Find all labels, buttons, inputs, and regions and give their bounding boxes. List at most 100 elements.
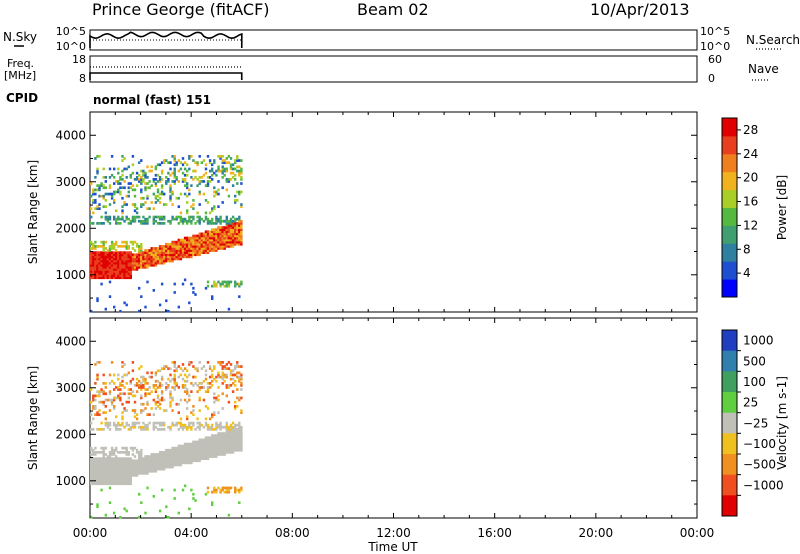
velocity-cell bbox=[204, 436, 208, 440]
velocity-cell bbox=[169, 457, 172, 460]
power-cell bbox=[144, 219, 147, 223]
velocity-colorbar-segment bbox=[722, 454, 737, 476]
power-cell bbox=[163, 255, 166, 259]
velocity-cell bbox=[104, 392, 107, 396]
power-cell bbox=[94, 257, 97, 261]
power-cell bbox=[129, 219, 132, 223]
velocity-cell bbox=[181, 369, 185, 373]
velocity-cell bbox=[144, 379, 147, 383]
power-cell bbox=[206, 180, 210, 183]
velocity-cell bbox=[223, 379, 226, 383]
velocity-cell bbox=[183, 398, 187, 402]
power-cell bbox=[142, 178, 145, 181]
velocity-cell bbox=[208, 367, 212, 370]
velocity-cell bbox=[211, 379, 214, 383]
velocity-cell bbox=[102, 476, 105, 479]
velocity-cell bbox=[142, 472, 145, 475]
velocity-cell bbox=[113, 421, 116, 425]
power-cell bbox=[106, 259, 110, 263]
power-cell bbox=[236, 236, 239, 240]
power-cell bbox=[194, 236, 197, 240]
power-cell bbox=[208, 240, 212, 244]
power-cell bbox=[225, 242, 228, 246]
velocity-cell bbox=[223, 446, 226, 450]
power-cell bbox=[190, 219, 193, 223]
power-cell bbox=[144, 249, 147, 252]
power-cell bbox=[169, 249, 172, 252]
velocity-cell bbox=[131, 369, 135, 373]
velocity-cell bbox=[154, 400, 158, 404]
velocity-cell bbox=[108, 501, 112, 504]
power-cell bbox=[100, 268, 103, 271]
power-cell bbox=[186, 240, 189, 244]
velocity-cell bbox=[92, 469, 95, 473]
power-cell bbox=[121, 274, 124, 277]
velocity-cell bbox=[92, 407, 95, 410]
velocity-cell bbox=[202, 442, 206, 446]
velocity-cell bbox=[140, 501, 143, 504]
velocity-cell bbox=[138, 459, 141, 463]
power-cell bbox=[152, 192, 155, 196]
power-cell bbox=[179, 161, 183, 164]
power-cell bbox=[113, 192, 116, 196]
velocity-cell bbox=[119, 398, 122, 402]
velocity-cell bbox=[167, 465, 170, 469]
velocity-cell bbox=[96, 361, 99, 364]
power-cell bbox=[188, 192, 191, 196]
power-cell bbox=[167, 161, 170, 164]
velocity-cell bbox=[104, 417, 107, 421]
power-cell bbox=[129, 270, 132, 273]
velocity-cell bbox=[102, 469, 105, 473]
velocity-cell bbox=[146, 472, 149, 475]
velocity-cell bbox=[133, 425, 137, 429]
velocity-cell bbox=[238, 434, 241, 437]
power-cell bbox=[229, 171, 233, 175]
power-cell bbox=[165, 299, 168, 303]
power-cell bbox=[190, 242, 193, 246]
power-cell bbox=[123, 180, 126, 183]
power-cell bbox=[152, 249, 155, 252]
velocity-cell bbox=[177, 455, 180, 458]
velocity-cell bbox=[188, 461, 191, 465]
velocity-cell bbox=[204, 377, 208, 381]
power-cell bbox=[158, 261, 162, 265]
power-cell bbox=[215, 242, 218, 246]
velocity-cell bbox=[206, 386, 210, 389]
velocity-cell bbox=[131, 465, 135, 469]
velocity-cell bbox=[121, 465, 124, 469]
power-cell bbox=[108, 263, 112, 267]
power-cell bbox=[229, 167, 233, 171]
power-cell bbox=[192, 238, 195, 242]
velocity-cell bbox=[108, 486, 112, 490]
power-cell bbox=[100, 184, 103, 187]
velocity-cell bbox=[231, 432, 235, 435]
velocity-cell bbox=[208, 453, 212, 456]
velocity-cell bbox=[188, 451, 191, 454]
power-cell bbox=[177, 253, 180, 257]
power-cell bbox=[127, 165, 130, 169]
velocity-cell bbox=[223, 436, 226, 440]
power-cell bbox=[183, 255, 187, 259]
power-cell bbox=[117, 255, 120, 259]
power-cell bbox=[150, 251, 153, 254]
power-cell bbox=[192, 247, 195, 250]
velocity-cell bbox=[119, 463, 122, 467]
velocity-cell bbox=[140, 365, 143, 368]
velocity-cell bbox=[113, 472, 116, 475]
velocity-cell bbox=[123, 409, 126, 412]
velocity-cell bbox=[102, 465, 105, 469]
power-cell bbox=[211, 295, 214, 298]
power-cell bbox=[133, 194, 137, 198]
power-cell bbox=[229, 222, 233, 225]
velocity-cell bbox=[171, 409, 174, 412]
power-cell bbox=[119, 192, 122, 196]
power-cell bbox=[127, 253, 130, 257]
power-cell bbox=[223, 236, 226, 240]
power-cell bbox=[238, 217, 241, 221]
velocity-cell bbox=[106, 461, 110, 465]
power-cell bbox=[102, 253, 105, 257]
velocity-cell bbox=[231, 425, 235, 429]
power-cell bbox=[163, 161, 166, 164]
power-cell bbox=[158, 259, 162, 263]
power-cell bbox=[102, 196, 105, 200]
